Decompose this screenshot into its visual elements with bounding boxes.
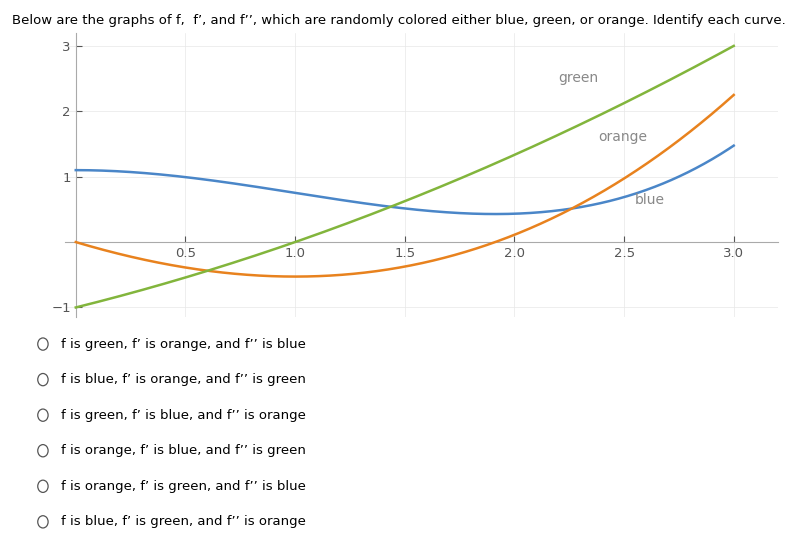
Text: f is blue, f’ is green, and f’’ is orange: f is blue, f’ is green, and f’’ is orang…: [61, 515, 305, 528]
Text: f is green, f’ is orange, and f’’ is blue: f is green, f’ is orange, and f’’ is blu…: [61, 337, 305, 351]
Text: orange: orange: [598, 130, 646, 144]
Text: f is orange, f’ is blue, and f’’ is green: f is orange, f’ is blue, and f’’ is gree…: [61, 444, 305, 457]
Text: blue: blue: [635, 193, 665, 207]
Text: f is green, f’ is blue, and f’’ is orange: f is green, f’ is blue, and f’’ is orang…: [61, 409, 305, 422]
Text: green: green: [558, 71, 599, 85]
Text: f is orange, f’ is green, and f’’ is blue: f is orange, f’ is green, and f’’ is blu…: [61, 480, 305, 493]
Text: f is blue, f’ is orange, and f’’ is green: f is blue, f’ is orange, and f’’ is gree…: [61, 373, 305, 386]
Text: Below are the graphs of f,  f’, and f’’, which are randomly colored either blue,: Below are the graphs of f, f’, and f’’, …: [12, 14, 786, 27]
